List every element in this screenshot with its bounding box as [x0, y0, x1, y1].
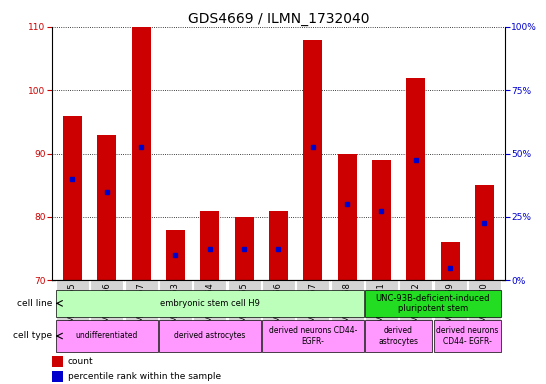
- Text: cell type: cell type: [13, 331, 52, 341]
- Bar: [262, 320, 364, 352]
- Bar: [365, 280, 398, 346]
- Bar: [200, 210, 219, 280]
- Bar: [468, 280, 501, 346]
- Bar: [365, 320, 432, 352]
- Text: GSM997571: GSM997571: [377, 282, 386, 333]
- Bar: [228, 280, 260, 346]
- Text: undifferentiated: undifferentiated: [75, 331, 138, 341]
- Text: cell line: cell line: [17, 299, 52, 308]
- Text: GSM997563: GSM997563: [171, 282, 180, 333]
- Bar: [166, 230, 185, 280]
- Bar: [63, 116, 82, 280]
- Text: GSM997565: GSM997565: [240, 282, 248, 333]
- Bar: [434, 320, 501, 352]
- Bar: [235, 217, 253, 280]
- Bar: [337, 154, 357, 280]
- Text: GSM997566: GSM997566: [274, 282, 283, 333]
- Title: GDS4669 / ILMN_1732040: GDS4669 / ILMN_1732040: [188, 12, 369, 26]
- Bar: [159, 280, 192, 346]
- Bar: [262, 280, 295, 346]
- Bar: [159, 320, 260, 352]
- Bar: [56, 320, 158, 352]
- Bar: [372, 160, 391, 280]
- Text: count: count: [68, 358, 93, 366]
- Bar: [475, 185, 494, 280]
- Bar: [124, 280, 158, 346]
- Bar: [90, 280, 123, 346]
- Bar: [365, 290, 501, 317]
- Bar: [296, 280, 329, 346]
- Bar: [52, 356, 63, 367]
- Text: GSM997555: GSM997555: [68, 282, 77, 333]
- Bar: [331, 280, 364, 346]
- Bar: [97, 134, 116, 280]
- Bar: [304, 40, 322, 280]
- Text: GSM997567: GSM997567: [308, 282, 317, 333]
- Bar: [269, 210, 288, 280]
- Text: derived neurons
CD44- EGFR-: derived neurons CD44- EGFR-: [436, 326, 498, 346]
- Bar: [193, 280, 226, 346]
- Bar: [132, 27, 151, 280]
- Text: GSM997557: GSM997557: [136, 282, 146, 333]
- Text: derived neurons CD44-
EGFR-: derived neurons CD44- EGFR-: [269, 326, 357, 346]
- Bar: [406, 78, 425, 280]
- Bar: [441, 242, 460, 280]
- Text: GSM997569: GSM997569: [446, 282, 455, 333]
- Bar: [56, 280, 89, 346]
- Text: GSM997572: GSM997572: [411, 282, 420, 333]
- Text: GSM997570: GSM997570: [480, 282, 489, 333]
- Text: percentile rank within the sample: percentile rank within the sample: [68, 372, 221, 381]
- Bar: [56, 290, 364, 317]
- Text: GSM997564: GSM997564: [205, 282, 214, 333]
- Text: UNC-93B-deficient-induced
pluripotent stem: UNC-93B-deficient-induced pluripotent st…: [376, 294, 490, 313]
- Text: GSM997568: GSM997568: [343, 282, 352, 333]
- Bar: [434, 280, 467, 346]
- Bar: [52, 371, 63, 382]
- Text: GSM997556: GSM997556: [102, 282, 111, 333]
- Text: derived
astrocytes: derived astrocytes: [378, 326, 419, 346]
- Text: derived astrocytes: derived astrocytes: [174, 331, 246, 341]
- Bar: [399, 280, 432, 346]
- Text: embryonic stem cell H9: embryonic stem cell H9: [160, 299, 260, 308]
